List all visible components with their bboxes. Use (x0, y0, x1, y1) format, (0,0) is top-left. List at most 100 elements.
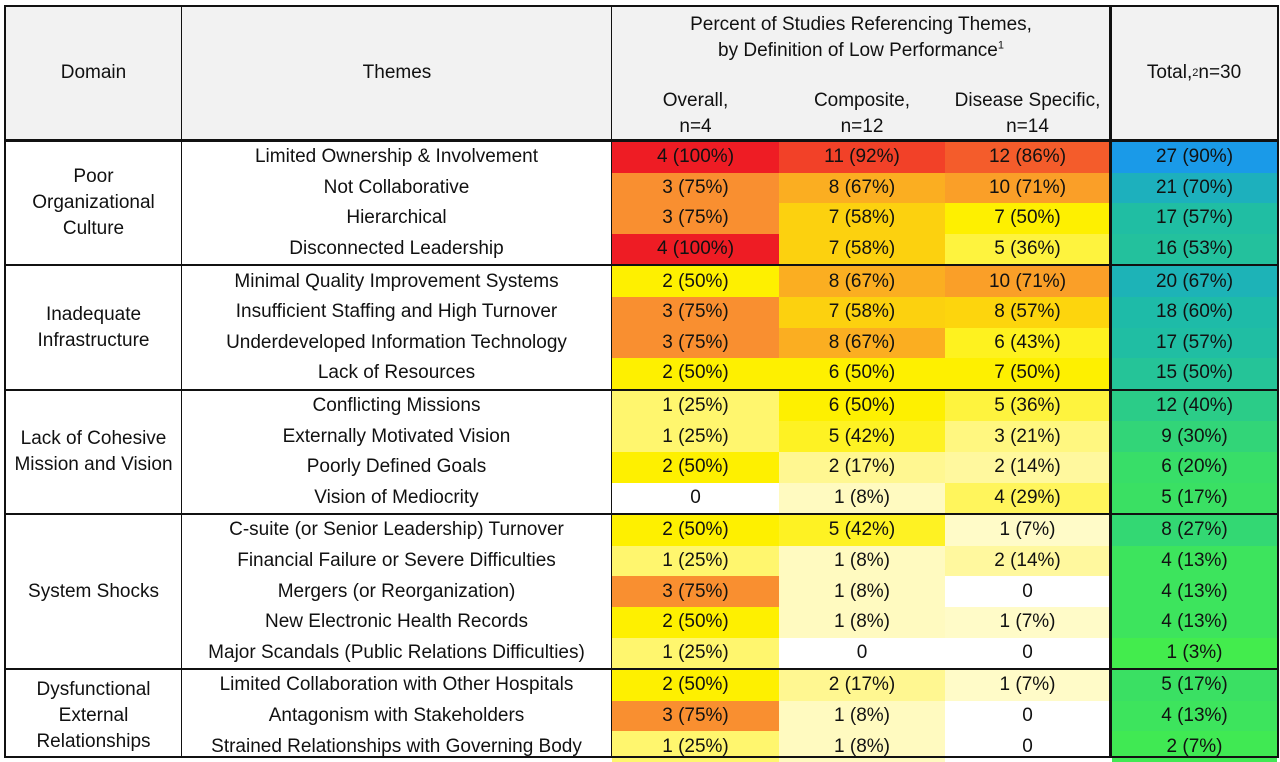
theme-label: Insufficient Staffing and High Turnover (235, 301, 558, 323)
disease-value-cell: 1 (7%) (945, 670, 1110, 701)
header-group: Percent of Studies Referencing Themes, b… (612, 6, 1110, 140)
domain-label-line: Mission and Vision (14, 453, 173, 475)
composite-value-cell: 1 (8%) (779, 700, 945, 732)
total-value-cell: 6 (20%) (1112, 452, 1277, 483)
header-composite: Composite, n=12 (779, 88, 945, 140)
theme-label: Lack of Resources (317, 362, 476, 384)
total-value-cell: 4 (13%) (1112, 700, 1277, 732)
disease-value-cell: 0 (945, 637, 1110, 669)
domain-separator (5, 388, 1279, 391)
disease-value-cell: 10 (71%) (945, 172, 1110, 204)
theme-label: Financial Failure or Severe Difficulties (237, 550, 556, 572)
overall-value-cell: 2 (50%) (612, 452, 779, 483)
header-composite-n: n=12 (840, 116, 884, 137)
theme-label: Underdeveloped Information Technology (226, 331, 567, 353)
overall-value-cell: 1 (25%) (612, 545, 779, 577)
domain-label-line: Infrastructure (37, 329, 150, 351)
composite-value-cell: 1 (8%) (779, 576, 945, 607)
overall-value-cell: 4 (100%) (612, 142, 779, 173)
theme-label: New Electronic Health Records (265, 611, 528, 633)
header-overall: Overall, n=4 (612, 88, 779, 140)
composite-value-cell: 2 (17%) (779, 452, 945, 483)
theme-label: Strained Relationships with Governing Bo… (211, 735, 582, 757)
disease-value-cell: 0 (945, 700, 1110, 732)
domain-label: Poor Organizational Culture (6, 142, 181, 264)
overall-value-cell: 2 (50%) (612, 515, 779, 546)
border-top (5, 5, 1279, 7)
disease-value-cell: 7 (50%) (945, 358, 1110, 389)
theme-label: Limited Ownership & Involvement (254, 146, 538, 168)
theme-label: Mergers (or Reorganization) (277, 580, 516, 602)
header-group-line2: by Definition of Low Performance1 (718, 39, 1004, 61)
overall-value-cell: 2 (50%) (612, 358, 779, 389)
domain-label: Inadequate Infrastructure (6, 266, 181, 388)
overall-value-cell: 4 (100%) (612, 233, 779, 265)
domain-label-line: Culture (62, 218, 125, 240)
disease-value-cell: 2 (14%) (945, 452, 1110, 483)
domain-label-line: Poor (73, 166, 114, 188)
composite-value-cell: 6 (50%) (779, 358, 945, 389)
theme-label: Externally Motivated Vision (282, 425, 511, 447)
header-overall-n: n=4 (679, 116, 712, 137)
overall-value-cell: 3 (75%) (612, 700, 779, 732)
disease-value-cell: 0 (945, 576, 1110, 607)
composite-value-cell: 8 (67%) (779, 266, 945, 297)
overall-value-cell: 2 (50%) (612, 607, 779, 638)
footnote-1-marker: 1 (997, 39, 1004, 52)
composite-value-cell: 7 (58%) (779, 297, 945, 328)
overall-value-cell: 1 (25%) (612, 637, 779, 669)
header-disease: Disease Specific, n=14 (945, 88, 1110, 140)
theme-label: Major Scandals (Public Relations Difficu… (208, 641, 585, 663)
overall-value-cell: 1 (25%) (612, 421, 779, 452)
divider-themes (611, 5, 612, 758)
disease-value-cell: 1 (7%) (945, 607, 1110, 638)
border-right (1277, 5, 1279, 758)
total-value-cell: 27 (90%) (1112, 142, 1277, 173)
total-value-cell: 4 (13%) (1112, 545, 1277, 577)
total-value-cell: 16 (53%) (1112, 233, 1277, 265)
total-value-cell: 4 (13%) (1112, 576, 1277, 607)
disease-value-cell: 4 (29%) (945, 482, 1110, 514)
disease-value-cell: 6 (43%) (945, 327, 1110, 359)
overall-value-cell: 3 (75%) (612, 172, 779, 204)
total-value-cell: 17 (57%) (1112, 203, 1277, 234)
total-value-cell: 15 (50%) (1112, 358, 1277, 389)
theme-label: Disconnected Leadership (289, 238, 504, 260)
domain-label: Lack of Cohesive Mission and Vision (6, 391, 181, 513)
composite-value-cell: 7 (58%) (779, 203, 945, 234)
disease-value-cell: 12 (86%) (945, 142, 1110, 173)
domain-label-line: External (58, 705, 129, 727)
composite-value-cell: 5 (42%) (779, 515, 945, 546)
disease-value-cell: 8 (57%) (945, 297, 1110, 328)
header-themes: Themes (182, 6, 612, 140)
disease-value-cell: 5 (36%) (945, 233, 1110, 265)
composite-value-cell: 0 (779, 637, 945, 669)
disease-value-cell: 10 (71%) (945, 266, 1110, 297)
disease-value-cell: 5 (36%) (945, 390, 1110, 422)
theme-label: C-suite (or Senior Leadership) Turnover (229, 519, 564, 541)
composite-value-cell: 1 (8%) (779, 545, 945, 577)
header-domain: Domain (5, 6, 182, 140)
domain-label: Dysfunctional External Relationships (6, 670, 181, 762)
composite-value-cell: 1 (8%) (779, 607, 945, 638)
overall-value-cell: 3 (75%) (612, 576, 779, 607)
domain-label-line: System Shocks (28, 580, 159, 602)
overall-value-cell: 3 (75%) (612, 297, 779, 328)
theme-label: Limited Collaboration with Other Hospita… (219, 674, 574, 696)
composite-value-cell: 6 (50%) (779, 390, 945, 422)
total-value-cell: 21 (70%) (1112, 172, 1277, 204)
domain-separator (5, 264, 1279, 267)
total-value-cell: 1 (3%) (1112, 637, 1277, 669)
composite-value-cell: 5 (42%) (779, 421, 945, 452)
overall-value-cell: 2 (50%) (612, 670, 779, 701)
domain-label-line: Inadequate (45, 303, 142, 325)
header-group-line1: Percent of Studies Referencing Themes, (690, 14, 1032, 35)
header-disease-n: n=14 (1006, 116, 1049, 137)
overall-value-cell: 3 (75%) (612, 327, 779, 359)
domain-label: System Shocks (6, 515, 181, 668)
theme-label: Vision of Mediocrity (314, 486, 479, 508)
domain-label-line: Lack of Cohesive (20, 427, 167, 449)
total-value-cell: 4 (13%) (1112, 607, 1277, 638)
domain-label-line: Relationships (36, 731, 151, 753)
disease-value-cell: 1 (7%) (945, 515, 1110, 546)
